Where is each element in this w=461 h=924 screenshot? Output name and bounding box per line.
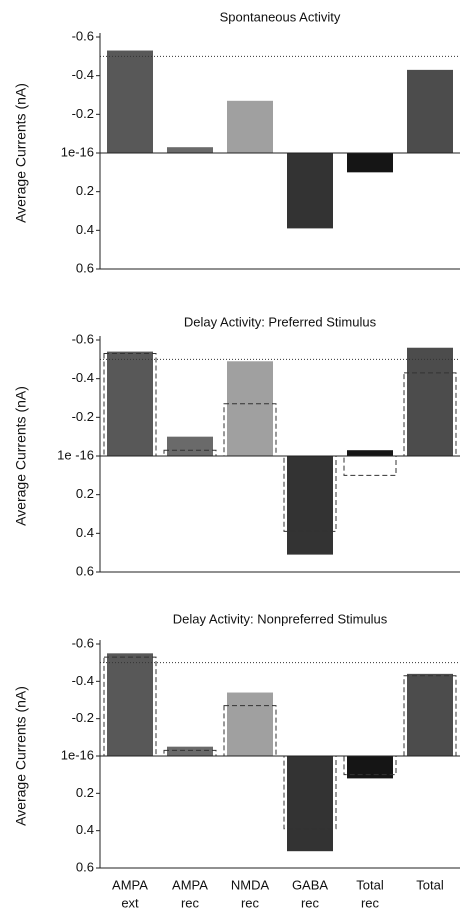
y-tick-label: 1e -16 bbox=[57, 447, 94, 462]
bar bbox=[347, 153, 393, 173]
x-tick-label: rec bbox=[241, 895, 260, 910]
bar bbox=[227, 100, 273, 153]
y-tick-label: 0.4 bbox=[76, 222, 94, 237]
bar bbox=[407, 673, 453, 756]
bar bbox=[227, 361, 273, 456]
bar bbox=[227, 692, 273, 756]
y-tick-label: 0.6 bbox=[76, 260, 94, 275]
reference-bar bbox=[403, 675, 457, 757]
y-tick-label: -0.2 bbox=[72, 710, 94, 725]
y-tick-label: -0.6 bbox=[72, 635, 94, 650]
y-tick-label: -0.4 bbox=[72, 370, 94, 385]
y-axis-label: Average Currents (nA) bbox=[13, 83, 29, 223]
bar bbox=[167, 436, 213, 456]
y-tick-label: -0.2 bbox=[72, 106, 94, 121]
x-tick-label: NMDA bbox=[231, 877, 270, 892]
y-tick-label: -0.4 bbox=[72, 67, 94, 82]
y-axis-label: Average Currents (nA) bbox=[13, 386, 29, 526]
bar bbox=[167, 746, 213, 756]
bar bbox=[107, 50, 153, 153]
y-tick-label: 0.6 bbox=[76, 859, 94, 874]
y-tick-label: 1e-16 bbox=[61, 747, 94, 762]
x-tick-label: rec bbox=[181, 895, 200, 910]
bar bbox=[167, 147, 213, 153]
chart-title: Spontaneous Activity bbox=[220, 9, 341, 24]
chart-title: Delay Activity: Preferred Stimulus bbox=[184, 314, 377, 329]
bar bbox=[107, 351, 153, 456]
y-tick-label: 0.2 bbox=[76, 183, 94, 198]
y-axis-label: Average Currents (nA) bbox=[13, 686, 29, 826]
y-tick-label: -0.4 bbox=[72, 673, 94, 688]
bar bbox=[287, 456, 333, 555]
x-tick-label: AMPA bbox=[172, 877, 208, 892]
chart-title: Delay Activity: Nonpreferred Stimulus bbox=[173, 611, 388, 626]
bar bbox=[287, 153, 333, 229]
y-tick-label: -0.6 bbox=[72, 331, 94, 346]
x-tick-label: rec bbox=[301, 895, 320, 910]
y-tick-label: -0.6 bbox=[72, 28, 94, 43]
y-tick-label: 0.2 bbox=[76, 486, 94, 501]
bar bbox=[407, 347, 453, 456]
y-tick-label: 0.4 bbox=[76, 822, 94, 837]
bar bbox=[347, 450, 393, 456]
x-tick-label: Total bbox=[416, 877, 444, 892]
bar bbox=[107, 653, 153, 756]
x-tick-label: Total bbox=[356, 877, 384, 892]
x-tick-label: GABA bbox=[292, 877, 328, 892]
y-tick-label: 0.4 bbox=[76, 525, 94, 540]
bar bbox=[287, 756, 333, 852]
y-tick-label: 0.6 bbox=[76, 563, 94, 578]
bar bbox=[347, 756, 393, 779]
y-tick-label: 1e-16 bbox=[61, 144, 94, 159]
x-tick-label: ext bbox=[121, 895, 139, 910]
reference-bar bbox=[343, 455, 397, 476]
y-tick-label: -0.2 bbox=[72, 409, 94, 424]
bar bbox=[407, 69, 453, 153]
y-tick-label: 0.2 bbox=[76, 785, 94, 800]
x-tick-label: AMPA bbox=[112, 877, 148, 892]
x-tick-label: rec bbox=[361, 895, 380, 910]
